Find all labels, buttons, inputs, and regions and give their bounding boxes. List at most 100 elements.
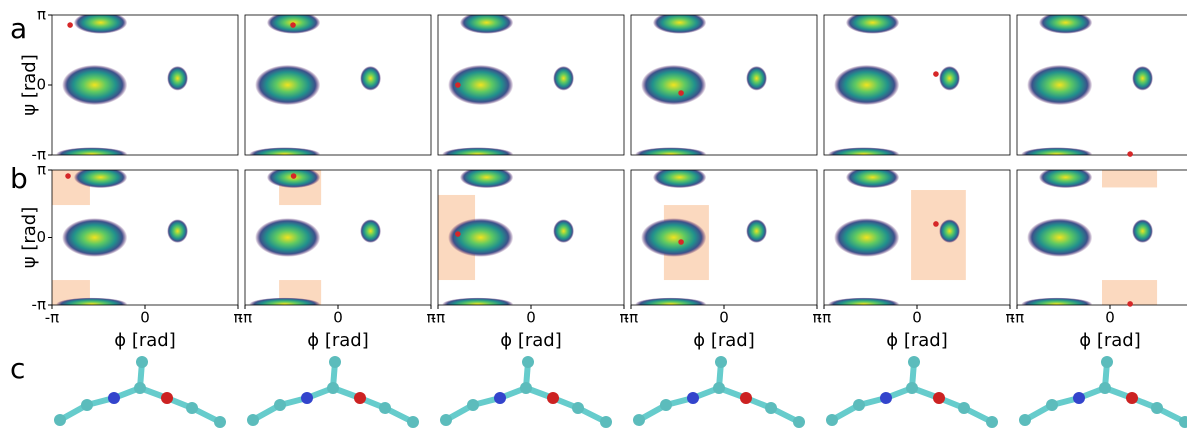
- atom: [108, 392, 120, 404]
- point: [1127, 151, 1133, 157]
- panel-label: c: [10, 352, 25, 385]
- point: [455, 231, 461, 237]
- y-tick-label: -π: [32, 146, 46, 164]
- region: [1102, 170, 1158, 188]
- density-blob: [167, 219, 188, 243]
- density-blob: [62, 64, 128, 106]
- molecule: [54, 356, 226, 428]
- atom: [687, 392, 699, 404]
- atom: [633, 414, 645, 426]
- frame: [244, 14, 432, 156]
- density-blob: [442, 297, 514, 305]
- panel-label: b: [10, 162, 28, 195]
- x-axis-label: ϕ [rad]: [1079, 330, 1141, 351]
- density-blob: [73, 170, 128, 189]
- atom: [1101, 356, 1113, 368]
- atom: [136, 356, 148, 368]
- density-blob: [266, 170, 321, 189]
- point: [678, 90, 684, 96]
- density-blob: [834, 64, 900, 106]
- point: [455, 82, 461, 88]
- atom: [440, 414, 452, 426]
- atom: [793, 416, 805, 428]
- density: [52, 170, 188, 305]
- atom: [572, 402, 584, 414]
- density-blob: [652, 170, 707, 189]
- atom: [715, 356, 727, 368]
- molecule: [1019, 356, 1187, 428]
- y-axis-label: ψ [rad]: [19, 207, 40, 269]
- density: [1021, 170, 1158, 305]
- density-blob: [360, 219, 381, 243]
- density: [828, 170, 966, 305]
- atom: [186, 402, 198, 414]
- atom: [1046, 399, 1058, 411]
- x-tick-label: 0: [719, 309, 729, 327]
- density-blob: [459, 15, 514, 34]
- density-blob: [939, 219, 960, 243]
- atom: [354, 392, 366, 404]
- density-blob: [255, 218, 321, 257]
- density-blob: [939, 66, 960, 91]
- x-tick-label: -π: [45, 309, 59, 327]
- atom: [933, 392, 945, 404]
- atom: [214, 416, 226, 428]
- density-blob: [1021, 297, 1093, 305]
- atom: [379, 402, 391, 414]
- x-tick-label: 0: [333, 309, 343, 327]
- density-blob: [834, 218, 900, 257]
- density-blob: [1132, 219, 1153, 243]
- frame: [437, 14, 625, 156]
- atom: [853, 399, 865, 411]
- density: [56, 15, 188, 155]
- density-blob: [635, 147, 707, 155]
- x-axis-label: ϕ [rad]: [500, 330, 562, 351]
- density-blob: [845, 15, 900, 34]
- atom: [600, 416, 612, 428]
- y-tick-label: -π: [32, 296, 46, 314]
- density-blob: [56, 297, 128, 305]
- density: [442, 15, 574, 155]
- x-axis-label: ϕ [rad]: [114, 330, 176, 351]
- density-blob: [828, 147, 900, 155]
- atom: [660, 399, 672, 411]
- density-blob: [652, 15, 707, 34]
- atom: [765, 402, 777, 414]
- atom: [1126, 392, 1138, 404]
- x-tick-label: 0: [1105, 309, 1115, 327]
- density-blob: [442, 147, 514, 155]
- frame: [630, 14, 818, 156]
- density-blob: [249, 147, 321, 155]
- density-blob: [553, 66, 574, 91]
- density-blob: [167, 66, 188, 91]
- atom: [54, 414, 66, 426]
- x-tick-label: -π: [624, 309, 638, 327]
- density-blob: [641, 64, 707, 106]
- y-tick-label: π: [37, 161, 46, 179]
- point: [290, 22, 296, 28]
- x-tick-label: -π: [238, 309, 252, 327]
- atom: [740, 392, 752, 404]
- density-blob: [635, 297, 707, 305]
- molecule: [633, 356, 805, 428]
- density-blob: [553, 219, 574, 243]
- point: [933, 71, 939, 77]
- atom: [134, 382, 146, 394]
- molecule: [440, 356, 612, 428]
- density: [249, 15, 381, 155]
- y-tick-label: 0: [36, 228, 46, 246]
- density-blob: [73, 15, 128, 34]
- atom: [467, 399, 479, 411]
- density-blob: [56, 147, 128, 155]
- panel-label: a: [10, 12, 27, 45]
- atom: [826, 414, 838, 426]
- density: [1021, 15, 1153, 155]
- y-tick-label: 0: [36, 76, 46, 94]
- atom: [522, 356, 534, 368]
- atom: [301, 392, 313, 404]
- density-blob: [448, 218, 514, 257]
- density-blob: [360, 66, 381, 91]
- point: [65, 173, 71, 179]
- density-blob: [1021, 147, 1093, 155]
